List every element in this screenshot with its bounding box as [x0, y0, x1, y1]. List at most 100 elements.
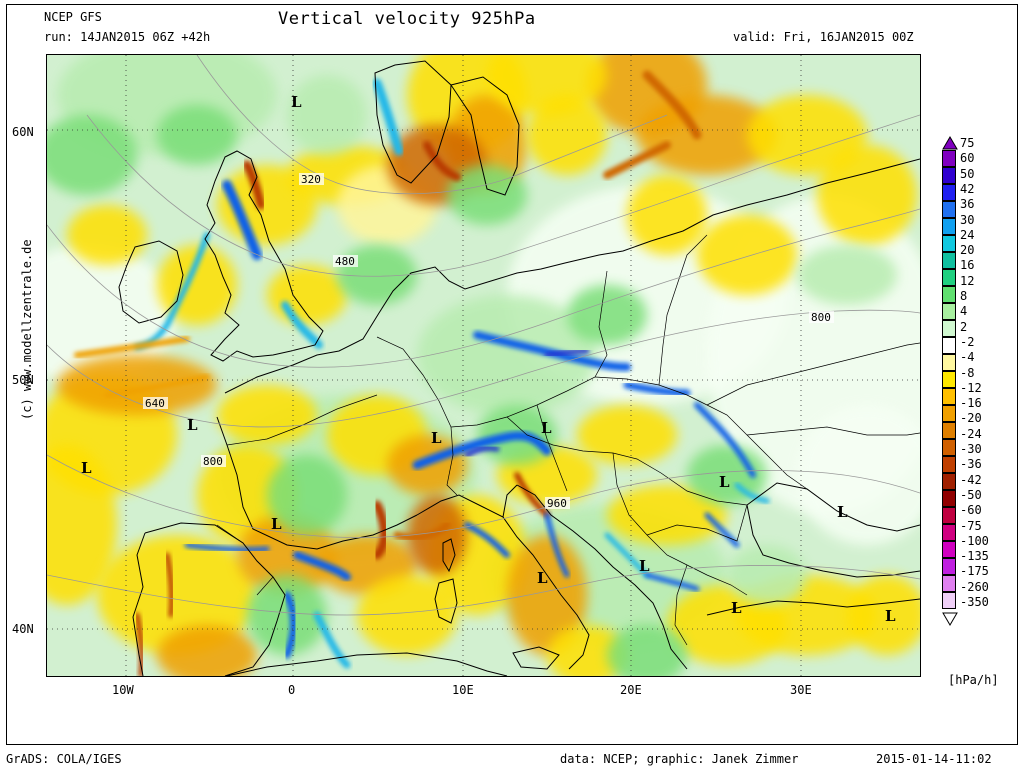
velocity-area	[357, 575, 457, 655]
island-sicily	[512, 646, 560, 670]
low-pressure-marker: L	[81, 459, 92, 477]
color-legend: 75 60 50 42 36 30 24 20 16 12 8 4 2 -2 -4 -8 -12 -16 -20 -2…	[942, 136, 1012, 628]
velocity-area	[627, 175, 707, 255]
run-info: run: 14JAN2015 06Z +42h	[44, 30, 211, 44]
map-canvas: 320 480 640 800 800 960 L L L L L L L L L L L L	[47, 55, 920, 676]
legend-swatch	[942, 575, 956, 592]
velocity-area	[547, 625, 627, 676]
velocity-band	[604, 532, 650, 578]
contour-label: 480	[335, 255, 355, 268]
country-borders	[216, 234, 920, 646]
velocity-band	[184, 542, 270, 553]
velocity-band	[283, 591, 298, 659]
legend-label: -100	[960, 533, 989, 548]
velocity-area	[847, 575, 920, 655]
legend-label: 30	[960, 212, 975, 227]
legend-label: -36	[960, 457, 982, 472]
coastlines	[118, 60, 920, 676]
figure-frame	[6, 4, 1018, 745]
contour-label: 800	[203, 455, 223, 468]
island-sardinia	[434, 578, 458, 624]
velocity-area	[727, 545, 807, 605]
legend-swatch	[942, 337, 956, 354]
contour-labels: 320 480 640 800 800 960	[143, 173, 834, 510]
velocity-band	[372, 78, 404, 156]
legend-label: -60	[960, 503, 982, 518]
low-pressure-marker: L	[837, 503, 848, 521]
legend-label: -24	[960, 426, 982, 441]
legend-swatch	[942, 541, 956, 558]
legend-swatch	[942, 473, 956, 490]
legend-label: -30	[960, 442, 982, 456]
coast-blacksea	[746, 482, 920, 578]
low-pressure-marker: L	[885, 607, 896, 625]
graticule	[47, 55, 920, 676]
velocity-band	[222, 180, 262, 260]
velocity-area	[607, 485, 727, 545]
velocity-area	[67, 205, 147, 265]
velocity-band	[372, 500, 389, 560]
legend-label: -20	[960, 411, 982, 426]
velocity-area	[797, 245, 897, 305]
coast-britain	[204, 150, 324, 362]
velocity-band	[642, 70, 702, 140]
coast-turkey	[706, 598, 920, 616]
velocity-band	[313, 611, 351, 669]
velocity-area	[47, 245, 177, 385]
velocity-area	[507, 535, 587, 655]
velocity-field	[47, 55, 920, 676]
model-name: NCEP GFS	[44, 10, 102, 24]
footer-credits: data: NCEP; graphic: Janek Zimmer	[560, 752, 799, 766]
low-pressure-marker: L	[431, 429, 442, 447]
low-markers: L L L L L L L L L L L L	[81, 93, 896, 625]
legend-swatch	[942, 184, 956, 201]
legend-label: 20	[960, 243, 975, 258]
legend-label: 50	[960, 166, 975, 181]
legend-swatch	[942, 201, 956, 218]
legend-label: 12	[960, 273, 975, 288]
legend-swatch	[942, 507, 956, 524]
coast-africa	[226, 652, 508, 676]
legend-label: -8	[960, 365, 975, 380]
contour-label: 320	[301, 173, 321, 186]
velocity-band	[704, 512, 740, 548]
velocity-area	[287, 75, 367, 155]
velocity-band	[734, 482, 770, 504]
legend-label: -260	[960, 579, 989, 594]
contour-label-bg	[809, 311, 834, 323]
legend-swatch	[942, 286, 956, 303]
velocity-area	[267, 455, 347, 535]
legend-swatch	[942, 167, 956, 184]
footer-software: GrADS: COLA/IGES	[6, 752, 122, 766]
velocity-area	[47, 445, 117, 605]
legend-swatch	[942, 235, 956, 252]
lon-label-0: 0	[288, 683, 296, 697]
contour-label-bg	[545, 497, 570, 509]
velocity-area	[157, 105, 237, 165]
velocity-band	[464, 522, 510, 558]
low-pressure-marker: L	[639, 557, 650, 575]
velocity-band	[603, 141, 671, 179]
velocity-area	[217, 385, 317, 445]
coast-ireland	[118, 240, 184, 324]
coast-continent	[224, 158, 920, 394]
lon-label-30e: 30E	[790, 683, 812, 697]
legend-swatch	[942, 439, 956, 456]
legend-label: 4	[960, 304, 968, 319]
legend-arrow-bottom	[942, 612, 958, 626]
valid-time: valid: Fri, 16JAN2015 00Z	[733, 30, 914, 44]
velocity-area	[57, 355, 217, 415]
velocity-area	[447, 165, 527, 225]
velocity-band	[464, 445, 500, 458]
legend-swatch	[942, 269, 956, 286]
velocity-band	[473, 331, 631, 371]
contour-label: 800	[811, 311, 831, 324]
low-pressure-marker: L	[291, 93, 302, 111]
legend-label: 24	[960, 227, 975, 242]
contour-label-bg	[333, 255, 358, 267]
chart-title: Vertical velocity 925hPa	[278, 9, 536, 29]
legend-label: 42	[960, 181, 975, 196]
legend-label: -42	[960, 472, 982, 487]
legend-label: 36	[960, 197, 975, 212]
legend-unit: [hPa/h]	[948, 673, 999, 687]
